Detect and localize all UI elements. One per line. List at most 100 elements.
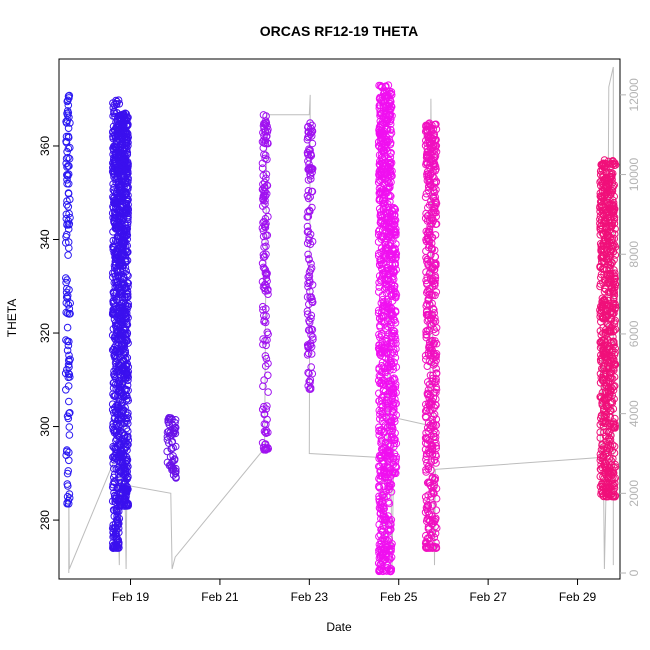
data-point: [377, 466, 385, 475]
data-point: [259, 335, 267, 343]
data-point: [423, 258, 431, 266]
data-point: [166, 415, 174, 424]
data-point: [391, 216, 400, 224]
data-point: [423, 539, 431, 548]
data-point: [383, 125, 392, 134]
data-point: [123, 271, 131, 279]
data-point: [376, 188, 385, 196]
data-point: [111, 524, 119, 532]
data-point: [110, 243, 118, 252]
data-point: [303, 192, 312, 200]
data-point: [611, 316, 620, 325]
data-point: [380, 127, 388, 136]
data-point: [609, 405, 618, 413]
data-point: [169, 424, 177, 433]
data-point: [607, 188, 615, 197]
data-point: [375, 397, 384, 405]
data-point: [124, 141, 132, 150]
data-point: [308, 165, 317, 173]
data-point: [382, 345, 390, 354]
data-point: [596, 465, 605, 474]
y2-tick-label: 10000: [627, 158, 641, 192]
data-point: [113, 512, 121, 520]
data-point: [390, 349, 399, 357]
data-point: [603, 228, 612, 237]
data-point: [388, 217, 396, 225]
data-point: [381, 438, 390, 447]
data-point: [610, 482, 618, 490]
data-point: [119, 296, 127, 304]
data-point: [375, 462, 383, 471]
data-point: [379, 98, 387, 106]
data-point: [378, 403, 387, 412]
data-point: [115, 183, 124, 192]
data-point: [113, 542, 121, 551]
data-point: [307, 124, 315, 133]
data-point: [609, 327, 618, 336]
data-point: [378, 527, 387, 536]
data-point: [423, 279, 431, 287]
data-point: [305, 132, 313, 141]
data-point: [169, 444, 177, 452]
data-point: [432, 208, 440, 217]
data-point: [608, 171, 616, 179]
data-point: [381, 244, 390, 252]
data-point: [380, 493, 388, 502]
data-point: [261, 238, 269, 246]
data-point: [111, 529, 120, 538]
data-point: [379, 544, 388, 553]
data-point: [379, 363, 388, 372]
data-point: [172, 464, 180, 473]
data-point: [391, 288, 399, 296]
data-point: [63, 365, 71, 374]
data-point: [375, 423, 383, 432]
x-axis-label: Date: [326, 620, 352, 634]
data-point: [391, 376, 399, 384]
data-point: [422, 308, 431, 316]
data-point: [262, 341, 270, 350]
data-point: [379, 548, 387, 557]
y-tick-label: 300: [38, 416, 52, 436]
data-point: [429, 501, 437, 509]
data-point: [423, 544, 431, 552]
data-point: [391, 293, 400, 301]
data-point: [264, 290, 272, 299]
data-point: [387, 525, 395, 534]
data-point: [390, 268, 399, 276]
data-point: [63, 148, 71, 156]
data-point: [378, 471, 386, 480]
data-point: [432, 198, 440, 206]
data-point: [260, 376, 268, 384]
data-point: [384, 476, 393, 485]
data-point: [606, 261, 615, 270]
data-point: [431, 120, 439, 129]
data-point: [388, 469, 397, 477]
data-point: [607, 277, 616, 286]
data-point: [64, 301, 73, 309]
data-point: [380, 285, 389, 293]
data-point: [64, 144, 73, 153]
data-point: [423, 434, 431, 443]
data-point: [122, 309, 131, 318]
data-point: [65, 305, 74, 313]
data-point: [263, 286, 272, 295]
data-point: [262, 170, 271, 179]
series-flight-8: [596, 156, 620, 501]
data-point: [432, 459, 440, 467]
data-point: [378, 213, 387, 222]
data-point: [604, 482, 613, 491]
data-point: [426, 320, 434, 328]
data-point: [428, 354, 437, 363]
data-point: [65, 397, 73, 406]
data-point: [428, 377, 436, 386]
data-point: [422, 189, 431, 198]
data-point: [422, 327, 431, 335]
data-point: [262, 426, 271, 435]
data-point: [430, 482, 438, 491]
data-point: [376, 256, 385, 264]
data-point: [123, 446, 131, 455]
data-point: [388, 297, 397, 305]
data-point: [123, 485, 131, 494]
data-point: [391, 319, 400, 327]
data-point: [115, 100, 124, 108]
